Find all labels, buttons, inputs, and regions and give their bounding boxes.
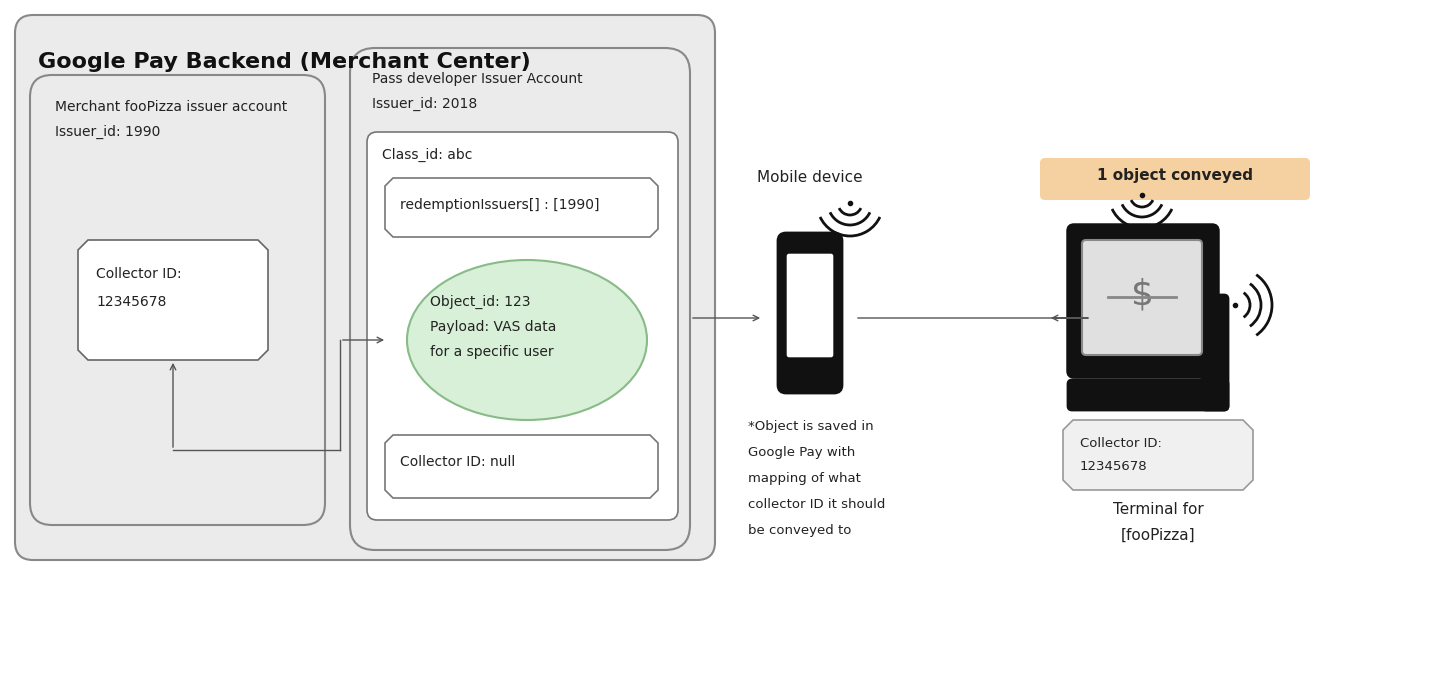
Text: mapping of what: mapping of what [747, 472, 861, 485]
Text: be conveyed to: be conveyed to [747, 524, 851, 537]
Ellipse shape [408, 260, 647, 420]
FancyBboxPatch shape [1068, 225, 1218, 377]
Polygon shape [1063, 420, 1253, 490]
FancyBboxPatch shape [30, 75, 325, 525]
Text: 12345678: 12345678 [1080, 460, 1148, 473]
Text: $: $ [1130, 278, 1153, 312]
FancyBboxPatch shape [1081, 240, 1202, 355]
Text: redemptionIssuers[] : [1990]: redemptionIssuers[] : [1990] [400, 198, 599, 212]
Text: 12345678: 12345678 [96, 295, 167, 309]
Polygon shape [384, 178, 658, 237]
FancyBboxPatch shape [14, 15, 716, 560]
Polygon shape [78, 240, 268, 360]
Text: Collector ID:: Collector ID: [96, 267, 181, 281]
Text: 1 object conveyed: 1 object conveyed [1097, 168, 1253, 183]
Text: Mobile device: Mobile device [757, 170, 863, 185]
Text: Object_id: 123: Object_id: 123 [431, 295, 530, 309]
Text: Issuer_id: 2018: Issuer_id: 2018 [372, 97, 477, 111]
FancyBboxPatch shape [1068, 380, 1228, 410]
Text: Pass developer Issuer Account: Pass developer Issuer Account [372, 72, 583, 86]
Text: *Object is saved in: *Object is saved in [747, 420, 874, 433]
Text: Collector ID: null: Collector ID: null [400, 455, 516, 469]
Text: Google Pay Backend (Merchant Center): Google Pay Backend (Merchant Center) [37, 52, 531, 72]
FancyBboxPatch shape [350, 48, 690, 550]
FancyBboxPatch shape [367, 132, 678, 520]
Text: Merchant fooPizza issuer account: Merchant fooPizza issuer account [55, 100, 287, 114]
Text: Terminal for: Terminal for [1113, 502, 1204, 517]
Text: collector ID it should: collector ID it should [747, 498, 886, 511]
FancyBboxPatch shape [1202, 295, 1228, 410]
Text: Issuer_id: 1990: Issuer_id: 1990 [55, 125, 160, 139]
Polygon shape [384, 435, 658, 498]
FancyBboxPatch shape [786, 253, 834, 358]
FancyBboxPatch shape [778, 233, 842, 393]
Text: [fooPizza]: [fooPizza] [1120, 528, 1195, 543]
Text: for a specific user: for a specific user [431, 345, 553, 359]
Text: Payload: VAS data: Payload: VAS data [431, 320, 556, 334]
Text: Class_id: abc: Class_id: abc [382, 148, 472, 162]
Text: Google Pay with: Google Pay with [747, 446, 855, 459]
FancyBboxPatch shape [1040, 158, 1310, 200]
Text: Collector ID:: Collector ID: [1080, 437, 1162, 450]
